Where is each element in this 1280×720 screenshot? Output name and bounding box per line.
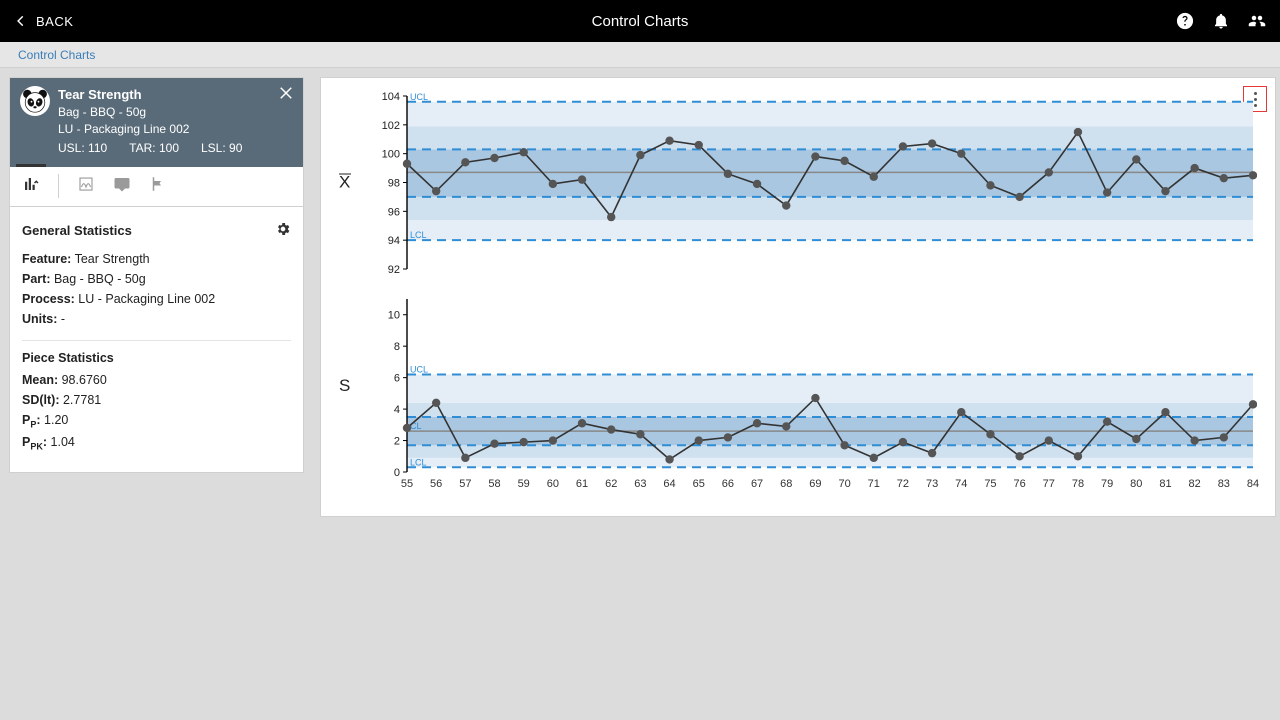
svg-text:94: 94: [388, 235, 400, 247]
info-card: Tear Strength Bag - BBQ - 50g LU - Packa…: [10, 78, 303, 167]
tab-dist[interactable]: [77, 175, 95, 198]
tab-chart[interactable]: [22, 175, 40, 198]
tab-divider: [58, 174, 59, 198]
back-label: BACK: [36, 14, 73, 29]
gear-icon[interactable]: [275, 221, 291, 240]
general-stats-title: General Statistics: [22, 223, 132, 238]
svg-text:8: 8: [394, 341, 400, 353]
svg-text:6: 6: [394, 373, 400, 385]
tab-comment[interactable]: [113, 175, 131, 198]
svg-text:UCL: UCL: [410, 364, 428, 374]
svg-text:UCL: UCL: [410, 92, 428, 102]
lsl-label: LSL:: [201, 141, 226, 155]
lsl-value: 90: [229, 141, 242, 155]
svg-text:100: 100: [382, 149, 400, 161]
svg-text:0: 0: [394, 467, 400, 478]
stats-section: General Statistics Feature: Tear Strengt…: [10, 207, 303, 472]
help-icon[interactable]: [1176, 12, 1194, 30]
svg-text:102: 102: [382, 120, 400, 132]
usl-value: 110: [88, 141, 107, 155]
page-title: Control Charts: [592, 13, 689, 30]
xbar-chart: X 92949698100102104UCLLCL: [377, 90, 1257, 275]
tar-value: 100: [159, 141, 179, 155]
users-icon[interactable]: [1248, 12, 1266, 30]
x-axis-ticks: 5556575859606162636465666768697071727374…: [407, 478, 1239, 496]
pp-value: 1.20: [44, 413, 68, 427]
s-chart: S 0246810UCLLCLCL: [377, 293, 1257, 478]
svg-text:LCL: LCL: [410, 230, 427, 240]
chevron-left-icon: [14, 14, 28, 28]
svg-text:2: 2: [394, 436, 400, 448]
feature-label: Feature:: [22, 252, 71, 266]
mean-value: 98.6760: [62, 373, 107, 387]
process-value: LU - Packaging Line 002: [78, 292, 215, 306]
s-axis-label: S: [339, 376, 350, 396]
tab-flag[interactable]: [149, 175, 167, 198]
chart-card: X 92 94 96 98 100 102 104 UCL LCL S 0 2 4 6 8 10 UCL LC…: [320, 77, 1276, 517]
xbar-axis-label: X: [339, 173, 351, 192]
feature-value: Tear Strength: [75, 252, 150, 266]
tar-label: TAR:: [129, 141, 155, 155]
info-title: Tear Strength: [58, 86, 242, 104]
svg-text:10: 10: [388, 310, 400, 322]
header-actions: [1176, 12, 1266, 30]
units-value: -: [61, 312, 65, 326]
svg-text:98: 98: [388, 178, 400, 190]
process-label: Process:: [22, 292, 75, 306]
mean-label: Mean:: [22, 373, 58, 387]
svg-text:92: 92: [388, 264, 400, 275]
part-value: Bag - BBQ - 50g: [54, 272, 146, 286]
info-part: Bag - BBQ - 50g: [58, 104, 242, 121]
left-panel: Tear Strength Bag - BBQ - 50g LU - Packa…: [9, 77, 304, 473]
svg-text:104: 104: [382, 91, 400, 103]
panel-tabs: [10, 167, 303, 207]
sd-value: 2.7781: [63, 393, 101, 407]
top-header: BACK Control Charts: [0, 0, 1280, 42]
ppk-sub: PK: [30, 442, 43, 452]
svg-text:LCL: LCL: [410, 457, 427, 467]
piece-stats-title: Piece Statistics: [22, 340, 291, 365]
ppk-value: 1.04: [51, 435, 75, 449]
breadcrumb[interactable]: Control Charts: [18, 48, 95, 62]
sd-label: SD(lt):: [22, 393, 60, 407]
feature-avatar: [20, 86, 50, 116]
svg-text:CL: CL: [410, 421, 422, 431]
part-label: Part:: [22, 272, 50, 286]
info-process: LU - Packaging Line 002: [58, 121, 242, 138]
svg-text:4: 4: [394, 404, 400, 416]
bell-icon[interactable]: [1212, 12, 1230, 30]
usl-label: USL:: [58, 141, 85, 155]
breadcrumb-bar: Control Charts: [0, 42, 1280, 68]
svg-text:96: 96: [388, 206, 400, 218]
close-info-button[interactable]: [277, 84, 295, 107]
back-button[interactable]: BACK: [14, 14, 73, 29]
units-label: Units:: [22, 312, 57, 326]
